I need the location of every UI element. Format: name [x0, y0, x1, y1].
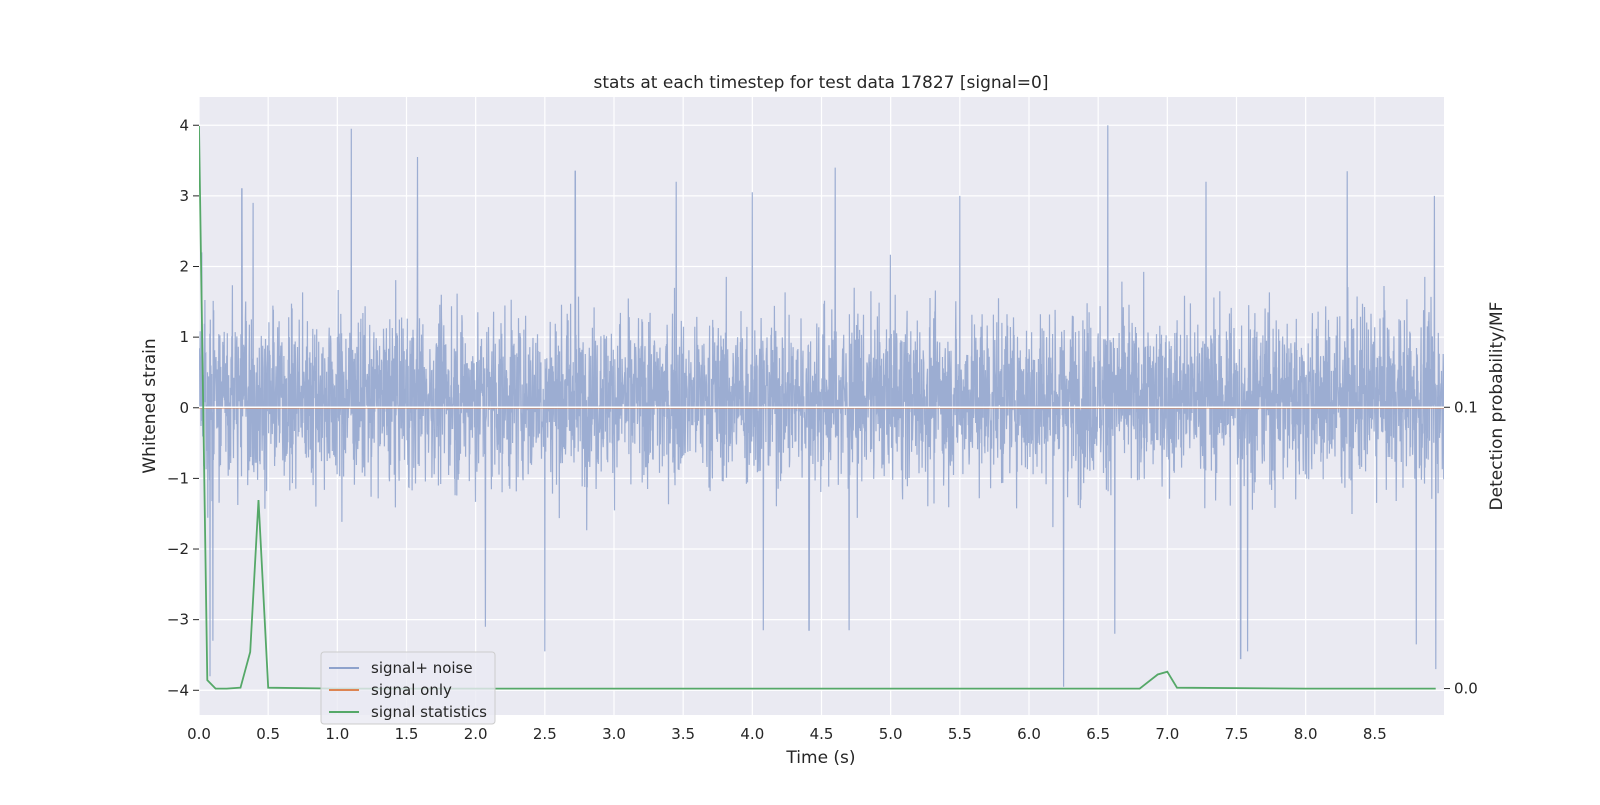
series-layer — [199, 125, 1444, 690]
x-tick-label: 2.5 — [533, 725, 557, 743]
x-tick-label: 1.0 — [325, 725, 349, 743]
x-tick-label: 7.5 — [1225, 725, 1249, 743]
legend-label: signal statistics — [371, 703, 487, 721]
x-tick-label: 6.0 — [1017, 725, 1041, 743]
x-tick-label: 0.5 — [256, 725, 280, 743]
series-signal-statistics — [199, 125, 1436, 690]
legend-label: signal+ noise — [371, 659, 473, 677]
legend-box — [320, 651, 496, 725]
x-tick-label: 8.5 — [1363, 725, 1387, 743]
right-tick-label: 0.1 — [1454, 398, 1478, 416]
y-axis-label: Whitened strain — [140, 338, 160, 473]
x-tick-label: 3.5 — [671, 725, 695, 743]
x-tick-label: 2.0 — [464, 725, 488, 743]
right-axis-label: Detection probability/MF — [1487, 302, 1507, 511]
y-tick-label: −4 — [167, 681, 189, 699]
y-tick-label: 2 — [179, 258, 189, 276]
y-tick-label: 4 — [179, 116, 189, 134]
right-tick-label: 0.0 — [1454, 680, 1478, 698]
x-tick-label: 0.0 — [187, 725, 211, 743]
y-tick-label: 3 — [179, 187, 189, 205]
x-tick-label: 5.0 — [879, 725, 903, 743]
x-tick-label: 7.0 — [1155, 725, 1179, 743]
x-tick-label: 3.0 — [602, 725, 626, 743]
x-tick-label: 5.5 — [948, 725, 972, 743]
x-axis-label: Time (s) — [785, 748, 855, 768]
x-tick-label: 4.5 — [810, 725, 834, 743]
y-tick-label: −3 — [167, 611, 189, 629]
x-axis-ticks: 0.0 0.5 1.0 1.5 2.0 2.5 3.0 3.5 4.0 4.5 5.0 5.5 6.0 6… — [187, 725, 1387, 743]
signal-statistics-line — [199, 125, 1436, 690]
y-tick-label: −2 — [167, 540, 189, 558]
x-tick-label: 1.5 — [395, 725, 419, 743]
y-tick-label: 1 — [179, 328, 189, 346]
x-tick-label: 4.0 — [740, 725, 764, 743]
y-tick-label: −1 — [167, 469, 189, 487]
legend: signal+ noise signal only signal statistic… — [320, 651, 496, 725]
x-tick-label: 8.0 — [1294, 725, 1318, 743]
series-signal-noise — [199, 125, 1444, 687]
y-gridlines — [199, 124, 1444, 691]
y-axis-ticks: 4 3 2 1 0 −1 −2 −3 −4 — [167, 116, 199, 699]
legend-label: signal only — [371, 681, 452, 699]
x-tick-label: 6.5 — [1086, 725, 1110, 743]
y-tick-label: 0 — [179, 399, 189, 417]
chart-title: stats at each timestep for test data 178… — [594, 73, 1049, 93]
signal-noise-line — [199, 125, 1444, 687]
right-axis-ticks: 0.1 0.0 — [1444, 398, 1478, 698]
